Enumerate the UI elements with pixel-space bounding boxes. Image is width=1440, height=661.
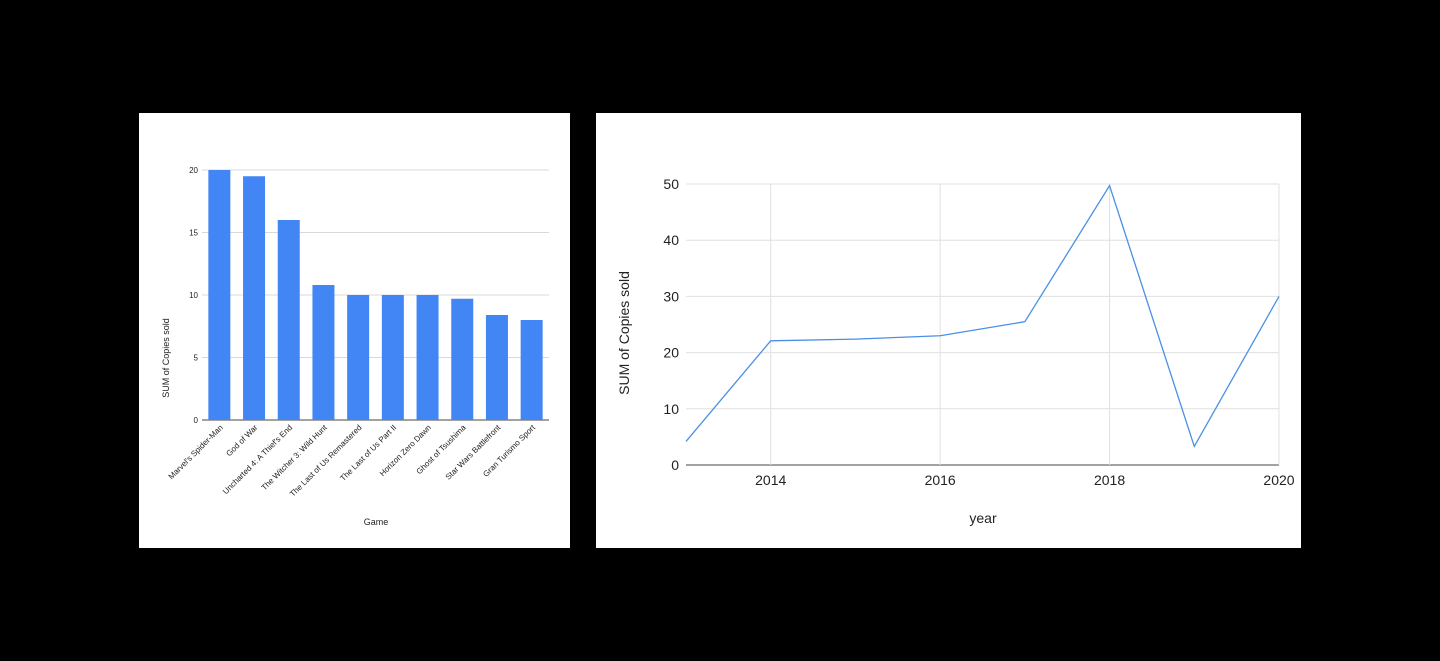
line-data-point <box>1023 320 1027 324</box>
bar-chart-y-tick-label: 20 <box>189 166 198 175</box>
line-chart-y-tick-label: 30 <box>663 288 679 304</box>
bar <box>243 176 266 420</box>
bar <box>485 315 508 420</box>
bar-chart-x-tick-label: Uncharted 4: A Thief's End <box>221 423 294 496</box>
line-data-point <box>938 334 942 338</box>
line-chart-x-axis-label: year <box>969 510 997 526</box>
bar <box>381 295 404 420</box>
line-chart-x-tick-label: 2014 <box>755 472 786 488</box>
line-chart-y-tick-label: 10 <box>663 401 679 417</box>
bar-chart-x-tick-label: God of War <box>224 423 259 458</box>
bar <box>347 295 370 420</box>
bar-chart-y-tick-label: 15 <box>189 229 198 238</box>
line-data-point <box>1192 444 1196 448</box>
line-chart-panel: 0 10 20 30 40 50 2014 2016 2018 2020 year SUM of… <box>596 113 1301 548</box>
bar-chart-x-tick-label: Marvel's Spider-Man <box>167 423 225 481</box>
line-chart-y-tick-label: 20 <box>663 345 679 361</box>
bar-chart-x-tick-label: The Last of Us Remastered <box>288 423 364 499</box>
bar <box>520 320 543 420</box>
bar-chart-y-tick-label: 5 <box>194 354 199 363</box>
bar-chart-panel: 0 5 10 15 20 Marvel's Spider-Man God of War Un… <box>139 113 570 548</box>
bar <box>416 295 439 420</box>
bar <box>277 220 300 420</box>
line-chart-y-axis-label: SUM of Copies sold <box>616 271 632 395</box>
line-data-point <box>1277 294 1281 298</box>
line-data-point <box>853 337 857 341</box>
line-chart-x-tick-label: 2018 <box>1094 472 1125 488</box>
bar-chart-y-axis-label: SUM of Copies sold <box>161 318 171 398</box>
bar <box>312 285 335 420</box>
line-data-point <box>769 339 773 343</box>
line-data-point <box>684 439 688 443</box>
bar-chart-y-tick-label: 10 <box>189 291 198 300</box>
bar <box>208 170 231 420</box>
line-chart-x-tick-label: 2020 <box>1263 472 1294 488</box>
bar <box>451 298 474 420</box>
bar-chart-y-tick-label: 0 <box>194 416 199 425</box>
line-chart-y-tick-label: 40 <box>663 232 679 248</box>
bar-chart-x-axis-label: Game <box>364 517 389 527</box>
line-series <box>685 184 1280 449</box>
line-chart: 0 10 20 30 40 50 2014 2016 2018 2020 year SUM of… <box>616 176 1295 526</box>
line-chart-y-tick-label: 50 <box>663 176 679 192</box>
line-data-point <box>1108 184 1112 188</box>
bar-chart: 0 5 10 15 20 Marvel's Spider-Man God of WarUn… <box>161 166 549 527</box>
line-chart-x-tick-label: 2016 <box>925 472 956 488</box>
line-chart-y-tick-label: 0 <box>671 457 679 473</box>
bar-chart-x-tick-label: The Witcher 3: Wild Hunt <box>260 423 330 493</box>
